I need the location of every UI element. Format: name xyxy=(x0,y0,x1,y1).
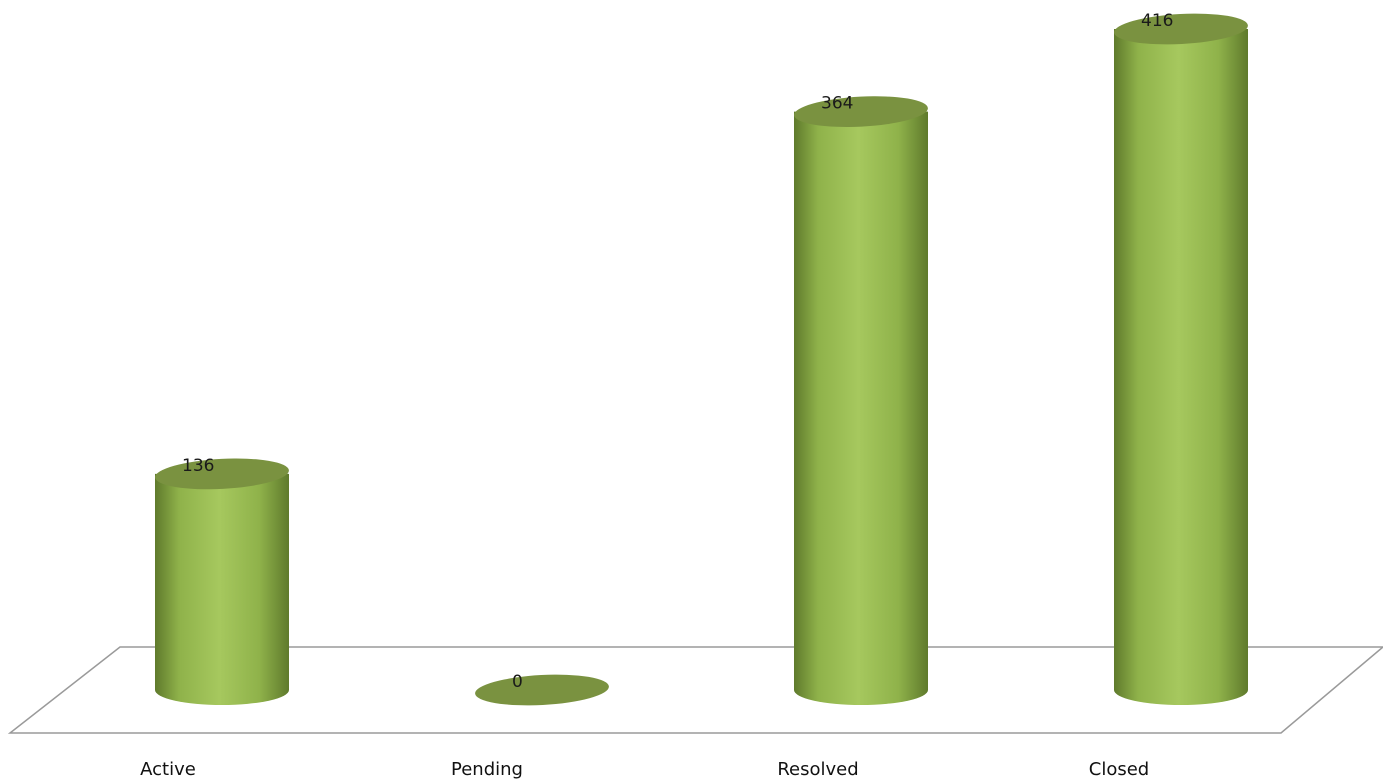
category-label-resolved: Resolved xyxy=(777,759,858,780)
bar-active xyxy=(155,458,289,705)
bar-cap-pending xyxy=(475,674,609,706)
chart-floor xyxy=(7,646,1383,734)
bars-layer xyxy=(155,13,1248,706)
category-label-active: Active xyxy=(140,759,196,780)
data-label-resolved: 364 xyxy=(821,94,853,114)
data-label-pending: 0 xyxy=(512,672,523,692)
bar-body-resolved xyxy=(794,111,928,705)
bar-pending xyxy=(475,674,609,706)
bar-body-active xyxy=(155,473,289,705)
data-label-closed: 416 xyxy=(1141,11,1173,31)
data-labels-layer: 136 0 364 416 xyxy=(182,11,1173,692)
bar-cap-resolved xyxy=(794,96,928,128)
bar-resolved xyxy=(794,96,928,705)
category-labels-layer: Active Pending Resolved Closed xyxy=(140,759,1149,780)
category-label-pending: Pending xyxy=(451,759,523,780)
bar-body-closed xyxy=(1114,29,1248,705)
data-label-active: 136 xyxy=(182,456,214,476)
bar-closed xyxy=(1114,13,1248,705)
category-label-closed: Closed xyxy=(1089,759,1149,780)
bar-cap-closed xyxy=(1114,13,1248,45)
bar-cap-active xyxy=(155,458,289,490)
